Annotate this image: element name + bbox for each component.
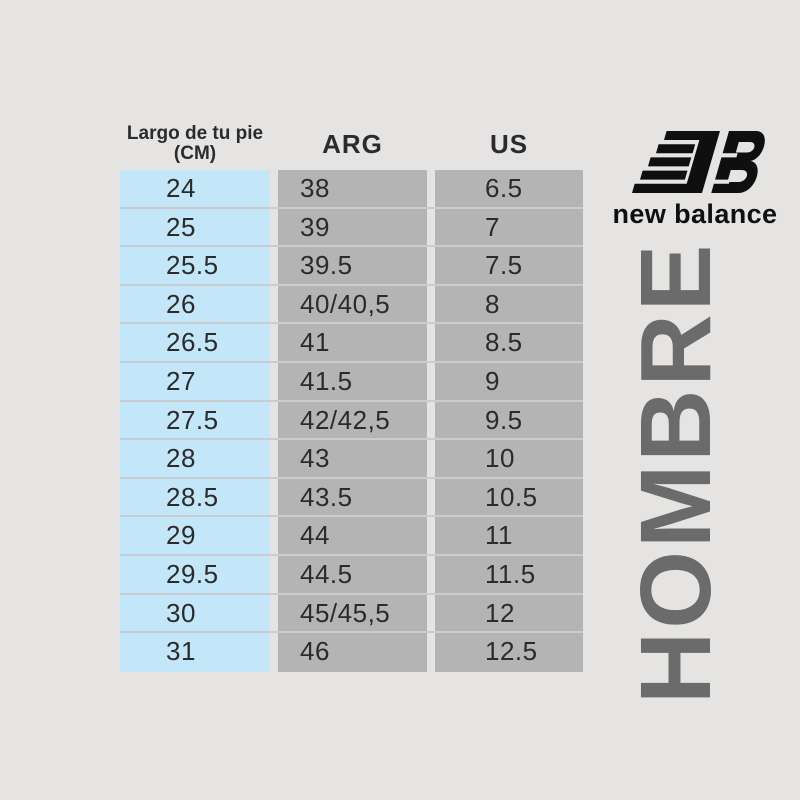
cell-cm: 26.5 <box>120 324 270 361</box>
cell-cm: 29.5 <box>120 555 270 593</box>
cell-arg: 41 <box>278 324 427 361</box>
cell-arg: 44.5 <box>278 555 427 593</box>
table-header-row: Largo de tu pie (CM) ARG US <box>120 118 583 170</box>
table-row: 25 39 7 <box>120 208 583 248</box>
cell-us: 10.5 <box>435 478 583 516</box>
brand-wordmark: new balance <box>612 199 778 229</box>
cell-us: 11.5 <box>435 555 583 593</box>
table-row: 24 38 6.5 <box>120 170 583 209</box>
cell-arg: 42/42,5 <box>278 401 427 439</box>
cell-us: 12 <box>435 594 583 632</box>
cell-us: 9.5 <box>435 401 583 439</box>
column-header-cm: Largo de tu pie (CM) <box>126 123 264 164</box>
table-row: 27.5 42/42,5 9.5 <box>120 401 583 441</box>
table-row: 25.5 39.5 7.5 <box>120 247 583 286</box>
cell-arg: 38 <box>278 170 427 207</box>
cell-cm: 25.5 <box>120 247 270 284</box>
cell-cm: 28.5 <box>120 478 270 516</box>
cell-cm: 24 <box>120 170 270 207</box>
cell-us: 8.5 <box>435 324 583 361</box>
cell-arg: 40/40,5 <box>278 285 427 323</box>
table-row: 28 43 10 <box>120 440 583 479</box>
cell-arg: 43.5 <box>278 478 427 516</box>
cell-arg: 39 <box>278 208 427 246</box>
cell-us: 10 <box>435 440 583 477</box>
cell-arg: 41.5 <box>278 362 427 400</box>
cell-cm: 30 <box>120 594 270 632</box>
table-row: 31 46 12.5 <box>120 633 583 672</box>
cell-us: 7 <box>435 208 583 246</box>
cell-cm: 28 <box>120 440 270 477</box>
table-row: 26 40/40,5 8 <box>120 285 583 325</box>
cell-cm: 25 <box>120 208 270 246</box>
cell-arg: 44 <box>278 517 427 554</box>
cell-cm: 27 <box>120 362 270 400</box>
cell-us: 6.5 <box>435 170 583 207</box>
table-row: 29.5 44.5 11.5 <box>120 555 583 595</box>
cell-arg: 39.5 <box>278 247 427 284</box>
cell-us: 7.5 <box>435 247 583 284</box>
cell-us: 12.5 <box>435 633 583 672</box>
table-row: 26.5 41 8.5 <box>120 324 583 363</box>
cell-cm: 29 <box>120 517 270 554</box>
table-row: 29 44 11 <box>120 517 583 556</box>
category-label-hombre: HOMBRE <box>620 241 732 704</box>
cell-arg: 46 <box>278 633 427 672</box>
column-header-arg: ARG <box>322 128 383 159</box>
cell-cm: 26 <box>120 285 270 323</box>
table-row: 30 45/45,5 12 <box>120 594 583 634</box>
cell-cm: 31 <box>120 633 270 672</box>
cell-us: 9 <box>435 362 583 400</box>
column-header-us: US <box>489 128 529 159</box>
table-row: 28.5 43.5 10.5 <box>120 478 583 518</box>
table-row: 27 41.5 9 <box>120 362 583 402</box>
cell-arg: 45/45,5 <box>278 594 427 632</box>
new-balance-nb-logo-icon <box>632 131 765 193</box>
table-body: 24 38 6.5 25 39 7 25.5 39.5 7.5 26 40/40,5 8 26.5 41 8… <box>120 170 583 672</box>
cell-cm: 27.5 <box>120 401 270 439</box>
cell-arg: 43 <box>278 440 427 477</box>
cell-us: 8 <box>435 285 583 323</box>
size-table: Largo de tu pie (CM) ARG US 24 38 6.5 25 39 7… <box>120 118 583 672</box>
cell-us: 11 <box>435 517 583 554</box>
